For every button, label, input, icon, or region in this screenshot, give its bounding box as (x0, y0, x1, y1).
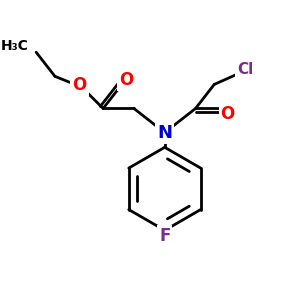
Text: N: N (157, 124, 172, 142)
Text: O: O (72, 76, 87, 94)
Text: F: F (159, 227, 170, 245)
Text: O: O (119, 71, 133, 89)
Text: Cl: Cl (237, 62, 253, 77)
Text: H₃C: H₃C (0, 39, 28, 52)
Text: O: O (220, 105, 235, 123)
